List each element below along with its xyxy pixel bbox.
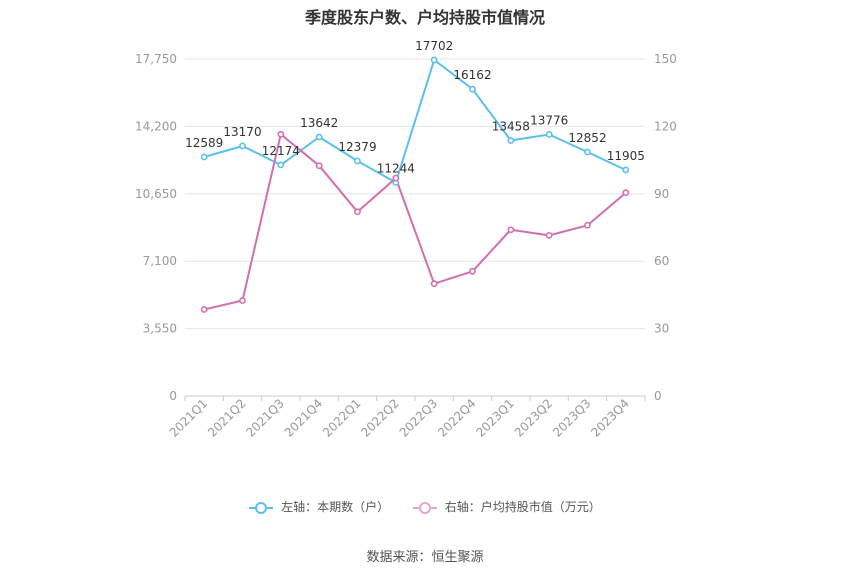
left-axis-tick-label: 10,650 xyxy=(135,187,177,201)
data-label: 12174 xyxy=(262,144,300,158)
x-axis-tick-label: 2023Q3 xyxy=(550,396,594,440)
legend-marker-left xyxy=(249,501,274,515)
x-axis-tick-label: 2023Q1 xyxy=(473,396,517,440)
left-axis-tick-label: 17,750 xyxy=(135,52,177,66)
data-point-right xyxy=(392,174,400,182)
data-label: 12379 xyxy=(338,140,376,154)
data-point-left xyxy=(545,131,553,138)
right-axis-tick-label: 0 xyxy=(654,389,662,403)
right-axis-tick-label: 60 xyxy=(654,254,669,268)
data-point-right xyxy=(622,189,630,197)
data-point-left xyxy=(507,137,515,144)
legend-label-right: 右轴：户均持股市值（万元） xyxy=(444,500,601,514)
data-point-left xyxy=(239,142,246,150)
legend-item-right[interactable]: 右轴：户均持股市值（万元） xyxy=(412,498,601,515)
legend: 左轴：本期数（户） 右轴：户均持股市值（万元） xyxy=(0,498,850,515)
data-point-left xyxy=(354,157,361,165)
series-line-right xyxy=(203,133,627,311)
left-axis-tick-label: 0 xyxy=(169,389,177,403)
legend-label-left: 左轴：本期数（户） xyxy=(281,500,390,514)
legend-marker-right xyxy=(412,501,437,515)
x-axis-tick-label: 2022Q4 xyxy=(435,396,479,440)
x-axis-tick-label: 2022Q1 xyxy=(320,396,364,440)
data-label: 12852 xyxy=(568,131,606,145)
data-label: 13642 xyxy=(300,116,338,130)
legend-item-left[interactable]: 左轴：本期数（户） xyxy=(249,498,389,515)
left-axis-tick-label: 7,100 xyxy=(143,254,177,268)
data-point-right xyxy=(469,267,476,275)
chart-title: 季度股东户数、户均持股市值情况 xyxy=(304,8,545,27)
x-axis-tick-label: 2021Q3 xyxy=(243,396,287,440)
data-point-right xyxy=(200,306,208,313)
x-axis-tick-label: 2022Q3 xyxy=(397,396,441,440)
right-axis-tick-label: 150 xyxy=(654,52,677,66)
right-axis-tick-label: 90 xyxy=(654,187,669,201)
data-point-right xyxy=(354,208,361,216)
left-axis-tick-label: 3,550 xyxy=(143,322,177,336)
data-point-right xyxy=(507,226,515,234)
data-source: 数据来源：恒生聚源 xyxy=(366,550,484,565)
data-point-left xyxy=(622,166,630,174)
data-label: 13776 xyxy=(530,113,568,127)
data-point-left xyxy=(277,161,285,169)
right-axis-tick-label: 120 xyxy=(654,119,677,133)
data-point-right xyxy=(239,297,246,304)
right-axis-tick-label: 30 xyxy=(654,322,669,336)
x-axis-tick-label: 2023Q4 xyxy=(588,396,632,440)
data-point-right xyxy=(277,130,285,138)
data-point-left xyxy=(200,153,208,161)
x-axis-tick-label: 2022Q2 xyxy=(358,396,402,440)
data-point-right xyxy=(545,231,553,239)
x-axis-tick-label: 2021Q2 xyxy=(205,396,249,440)
data-label: 11244 xyxy=(377,162,415,176)
data-label: 13170 xyxy=(223,125,261,139)
x-axis-tick-label: 2021Q4 xyxy=(282,396,326,440)
data-point-right xyxy=(315,162,323,170)
data-label: 12589 xyxy=(185,136,223,150)
x-axis-tick-label: 2023Q2 xyxy=(512,396,556,440)
data-point-left xyxy=(430,56,438,64)
data-point-left xyxy=(469,85,476,93)
data-point-right xyxy=(430,280,438,288)
data-point-right xyxy=(584,221,591,229)
data-label: 16162 xyxy=(453,68,491,82)
data-point-left xyxy=(315,133,323,141)
data-label: 17702 xyxy=(415,39,453,53)
data-point-left xyxy=(584,148,591,156)
left-axis-tick-label: 14,200 xyxy=(135,119,177,133)
data-label: 11905 xyxy=(607,149,645,163)
data-label: 13458 xyxy=(492,119,530,133)
